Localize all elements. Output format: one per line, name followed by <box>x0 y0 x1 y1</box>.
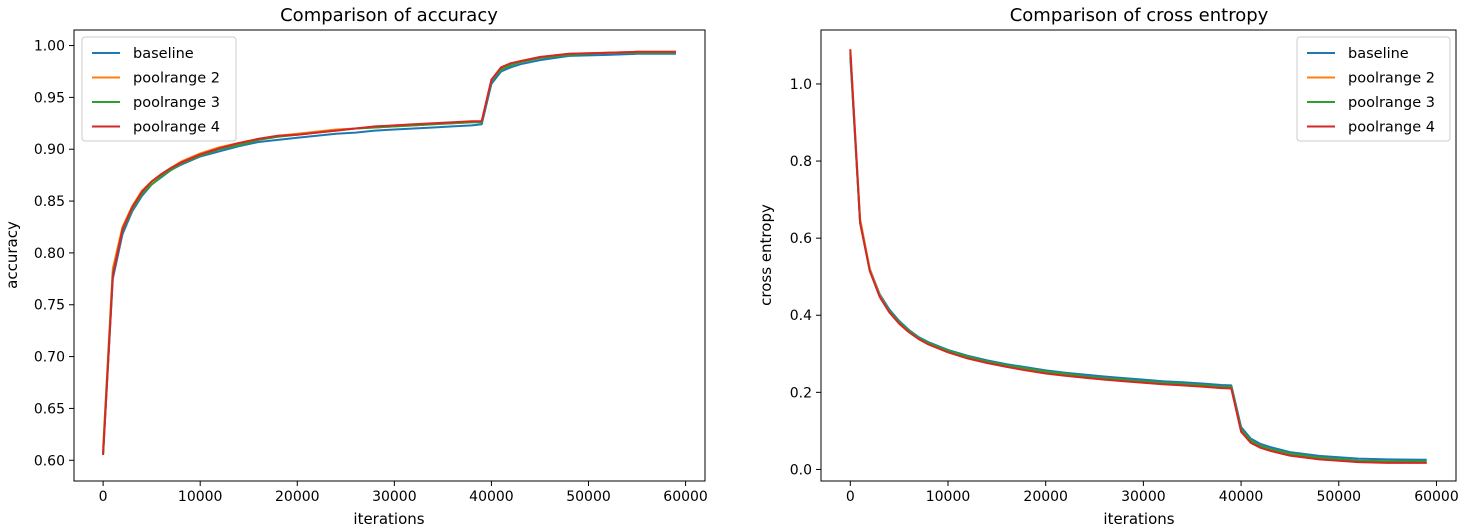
series-line-poolrange-3 <box>849 53 1427 463</box>
legend-label: poolrange 3 <box>1348 95 1435 111</box>
y-tick-label: 0.70 <box>34 350 65 366</box>
legend-label: baseline <box>133 46 194 62</box>
x-tick-label: 30000 <box>372 489 417 505</box>
x-tick-label: 30000 <box>1121 489 1166 505</box>
cross-entropy-chart: Comparison of cross entropy iterations c… <box>757 5 1459 528</box>
y-tick-label: 0.65 <box>34 401 65 417</box>
x-tick-label: 60000 <box>1414 489 1459 505</box>
chart-title: Comparison of accuracy <box>280 5 498 26</box>
legend-label: poolrange 2 <box>133 71 220 87</box>
x-axis-label: iterations <box>353 510 424 528</box>
plot-area-frame <box>820 29 1457 482</box>
x-tick-label: 0 <box>846 489 855 505</box>
y-tick-label: 0.80 <box>34 246 65 262</box>
accuracy-chart: Comparison of accuracy iterations accura… <box>3 5 708 528</box>
legend-label: poolrange 3 <box>133 95 220 111</box>
x-tick-label: 20000 <box>1023 489 1068 505</box>
y-tick-label: 0.6 <box>790 231 812 247</box>
x-tick-label: 0 <box>99 489 108 505</box>
y-tick-label: 0.4 <box>790 308 812 324</box>
series-line-poolrange-4 <box>849 49 1427 464</box>
series-line-poolrange-4 <box>102 50 676 456</box>
y-tick-label: 0.85 <box>34 194 65 210</box>
legend-label: poolrange 4 <box>1348 120 1435 136</box>
legend-label: poolrange 2 <box>1348 71 1435 87</box>
y-tick-label: 1.0 <box>790 77 812 93</box>
x-tick-label: 10000 <box>178 489 223 505</box>
legend-box <box>1296 36 1451 142</box>
y-tick-label: 0.95 <box>34 90 65 106</box>
legend-label: poolrange 4 <box>133 120 220 136</box>
chart-title: Comparison of cross entropy <box>1010 5 1269 26</box>
x-tick-label: 50000 <box>566 489 611 505</box>
x-tick-label: 20000 <box>275 489 320 505</box>
y-tick-label: 0.75 <box>34 298 65 314</box>
legend: baseline poolrange 2 poolrange 3 poolrange … <box>1296 36 1451 142</box>
y-tick-label: 0.60 <box>34 453 65 469</box>
legend-label: baseline <box>1348 46 1409 62</box>
y-tick-label: 0.8 <box>790 154 812 170</box>
x-axis-label: iterations <box>1103 510 1174 528</box>
legend-box <box>81 36 237 142</box>
x-tick-label: 40000 <box>469 489 514 505</box>
y-axis-label: accuracy <box>3 221 21 289</box>
y-axis-label: cross entropy <box>757 204 775 306</box>
x-tick-label: 60000 <box>663 489 708 505</box>
y-tick-label: 0.2 <box>790 385 812 401</box>
y-tick-label: 0.0 <box>790 462 812 478</box>
legend: baseline poolrange 2 poolrange 3 poolrange … <box>81 36 237 142</box>
y-tick-label: 0.90 <box>34 142 65 158</box>
y-tick-label: 1.00 <box>34 39 65 55</box>
x-tick-label: 50000 <box>1316 489 1361 505</box>
x-tick-label: 10000 <box>926 489 971 505</box>
x-tick-label: 40000 <box>1219 489 1264 505</box>
plot-area-frame <box>73 29 706 482</box>
